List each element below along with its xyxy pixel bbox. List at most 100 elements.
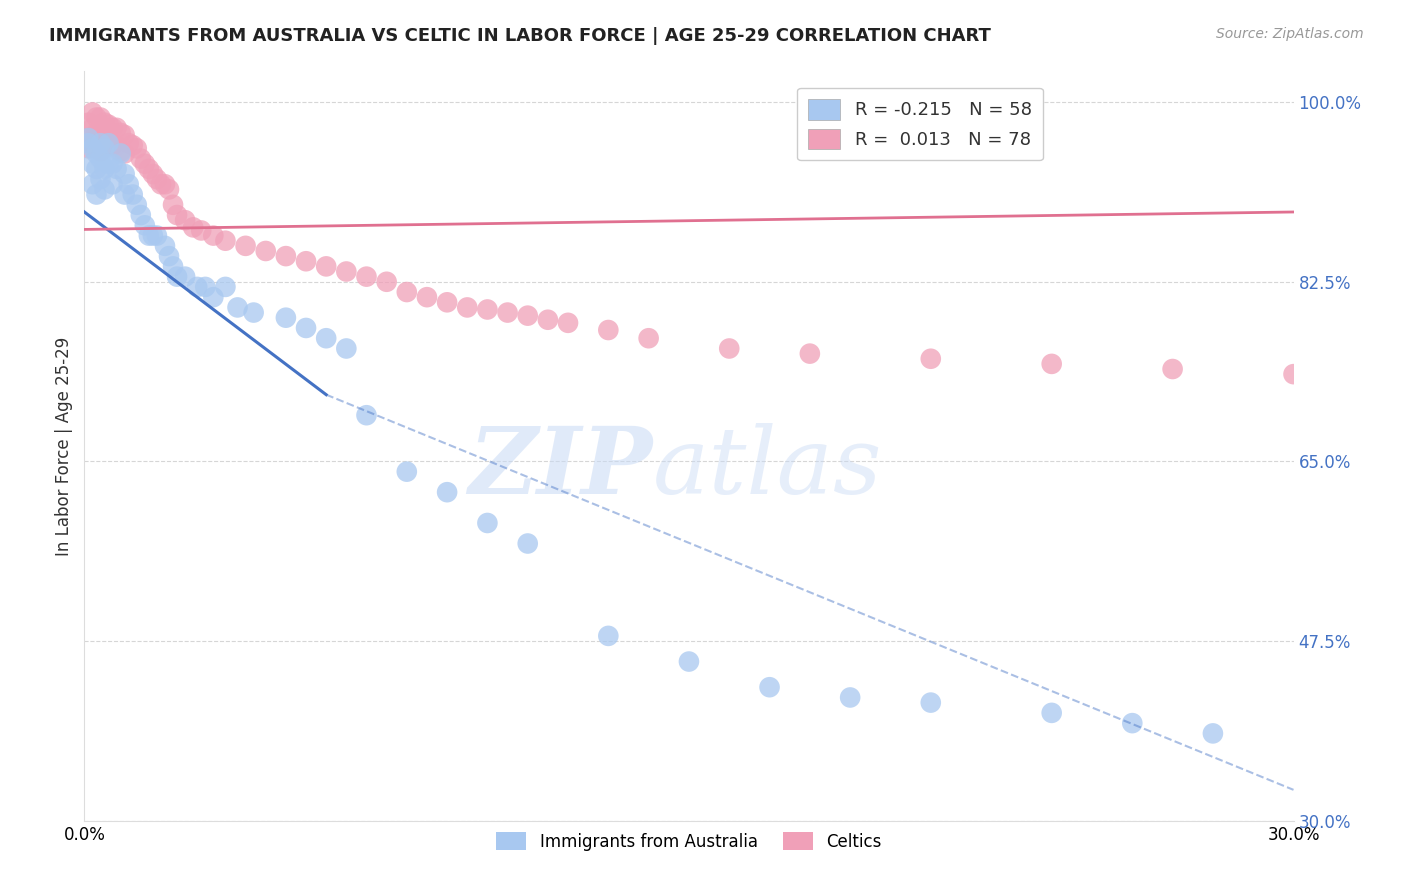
Point <box>295 254 318 268</box>
Point <box>93 161 115 176</box>
Point <box>86 111 108 125</box>
Point <box>477 516 499 530</box>
Point <box>89 172 111 186</box>
Point <box>97 157 120 171</box>
Point <box>166 208 188 222</box>
Point <box>436 485 458 500</box>
Point <box>129 208 152 222</box>
Point <box>97 136 120 151</box>
Point <box>166 269 188 284</box>
Point <box>101 178 124 192</box>
Point <box>186 280 208 294</box>
Point <box>174 213 197 227</box>
Point <box>89 152 111 166</box>
Point <box>105 120 128 135</box>
Point <box>110 145 132 159</box>
Point <box>254 244 277 258</box>
Text: ZIP: ZIP <box>468 424 652 514</box>
Point <box>153 239 176 253</box>
Point <box>839 690 862 705</box>
Point <box>114 128 136 142</box>
Point <box>557 316 579 330</box>
Point <box>114 167 136 181</box>
Point <box>118 178 141 192</box>
Point <box>637 331 659 345</box>
Point <box>242 305 264 319</box>
Point <box>146 172 169 186</box>
Point <box>436 295 458 310</box>
Point <box>190 223 212 237</box>
Point <box>118 136 141 151</box>
Point <box>226 301 249 315</box>
Y-axis label: In Labor Force | Age 25-29: In Labor Force | Age 25-29 <box>55 336 73 556</box>
Point <box>97 136 120 151</box>
Point <box>105 138 128 153</box>
Point <box>202 228 225 243</box>
Point <box>97 118 120 132</box>
Point <box>598 629 620 643</box>
Text: IMMIGRANTS FROM AUSTRALIA VS CELTIC IN LABOR FORCE | AGE 25-29 CORRELATION CHART: IMMIGRANTS FROM AUSTRALIA VS CELTIC IN L… <box>49 27 991 45</box>
Point <box>1202 726 1225 740</box>
Point <box>718 342 741 356</box>
Point <box>114 187 136 202</box>
Point <box>181 220 204 235</box>
Point <box>1282 367 1305 381</box>
Point <box>758 680 780 694</box>
Point <box>121 138 143 153</box>
Point <box>214 280 236 294</box>
Point <box>82 136 104 151</box>
Point <box>516 309 538 323</box>
Point <box>295 321 318 335</box>
Point <box>477 302 499 317</box>
Point <box>114 146 136 161</box>
Point <box>335 342 357 356</box>
Point <box>93 141 115 155</box>
Point <box>920 696 942 710</box>
Point <box>142 228 165 243</box>
Point <box>125 141 148 155</box>
Point <box>82 105 104 120</box>
Point <box>1040 706 1063 720</box>
Point <box>456 301 478 315</box>
Point <box>138 161 160 176</box>
Point <box>77 131 100 145</box>
Point <box>274 249 297 263</box>
Point <box>121 187 143 202</box>
Point <box>105 161 128 176</box>
Point <box>1161 362 1184 376</box>
Point <box>157 182 180 196</box>
Point <box>149 178 172 192</box>
Point <box>162 260 184 274</box>
Point <box>134 219 156 233</box>
Point <box>1121 716 1143 731</box>
Point <box>395 285 418 299</box>
Point <box>274 310 297 325</box>
Point <box>86 161 108 176</box>
Point <box>82 120 104 135</box>
Point <box>82 178 104 192</box>
Point <box>101 120 124 135</box>
Point <box>77 141 100 155</box>
Point <box>82 157 104 171</box>
Point <box>138 228 160 243</box>
Point <box>356 408 378 422</box>
Point <box>129 152 152 166</box>
Point <box>375 275 398 289</box>
Point <box>86 141 108 155</box>
Point <box>496 305 519 319</box>
Point <box>142 167 165 181</box>
Point <box>335 264 357 278</box>
Point <box>110 146 132 161</box>
Point <box>356 269 378 284</box>
Point <box>93 182 115 196</box>
Point <box>77 116 100 130</box>
Point <box>125 198 148 212</box>
Point <box>89 136 111 151</box>
Point <box>799 346 821 360</box>
Point <box>101 138 124 153</box>
Point <box>395 465 418 479</box>
Point <box>920 351 942 366</box>
Point <box>202 290 225 304</box>
Point <box>110 126 132 140</box>
Point <box>516 536 538 550</box>
